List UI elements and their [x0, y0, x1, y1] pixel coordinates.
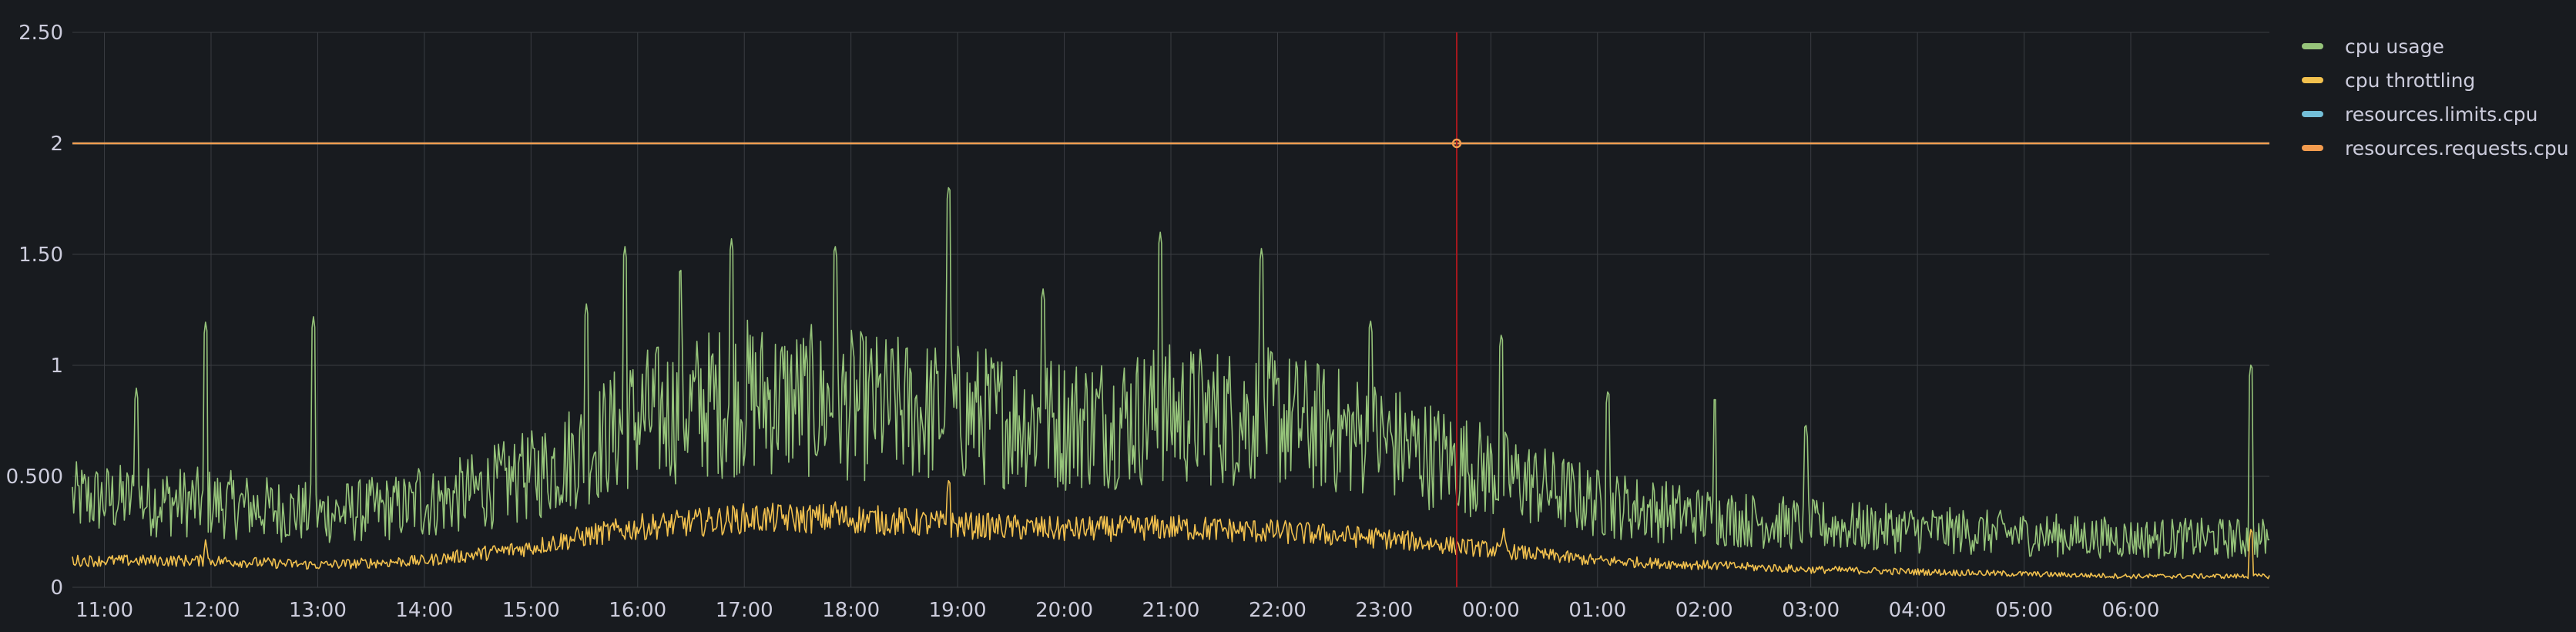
x-tick-label: 14:00: [395, 599, 453, 622]
x-tick-label: 19:00: [929, 599, 987, 622]
legend-item-cpu-usage[interactable]: cpu usage: [2302, 29, 2576, 63]
legend-label: cpu throttling: [2345, 69, 2476, 92]
legend-swatch-cpu-usage: [2302, 43, 2323, 49]
y-tick-label: 0: [50, 577, 63, 600]
y-tick-label: 2.50: [18, 22, 63, 45]
x-axis: 11:00 12:00 13:00 14:00 15:00 16:00 17:00 18:00…: [75, 599, 2159, 622]
series-layer: [72, 142, 2270, 580]
cursor-point: [1451, 138, 1462, 149]
x-tick-label: 01:00: [1568, 599, 1626, 622]
series-cpu-usage-line: [72, 187, 2270, 560]
x-tick-label: 03:00: [1782, 599, 1840, 622]
legend-swatch-resources-requests-cpu: [2302, 145, 2323, 151]
x-tick-label: 23:00: [1355, 599, 1413, 622]
y-tick-label: 1.50: [18, 244, 63, 267]
x-tick-label: 22:00: [1249, 599, 1306, 622]
x-tick-label: 21:00: [1142, 599, 1200, 622]
x-tick-label: 18:00: [822, 599, 880, 622]
x-tick-label: 05:00: [1995, 599, 2053, 622]
x-tick-label: 06:00: [2102, 599, 2160, 622]
x-tick-label: 12:00: [183, 599, 240, 622]
y-tick-label: 1: [50, 355, 63, 378]
grid: [72, 32, 2269, 588]
x-tick-label: 11:00: [75, 599, 133, 622]
legend-item-cpu-throttling[interactable]: cpu throttling: [2302, 63, 2576, 97]
x-tick-label: 17:00: [716, 599, 773, 622]
y-axis: 0 0.500 1 1.50 2 2.50: [6, 22, 63, 600]
x-tick-label: 16:00: [609, 599, 666, 622]
legend-item-resources-limits-cpu[interactable]: resources.limits.cpu: [2302, 97, 2576, 131]
y-tick-label: 2: [50, 133, 63, 156]
legend-label: cpu usage: [2345, 35, 2444, 58]
legend-swatch-cpu-throttling: [2302, 77, 2323, 83]
legend-label: resources.requests.cpu: [2345, 136, 2569, 160]
legend-label: resources.limits.cpu: [2345, 103, 2538, 126]
x-tick-label: 04:00: [1889, 599, 1947, 622]
legend: cpu usage cpu throttling resources.limit…: [2302, 29, 2576, 165]
x-tick-label: 02:00: [1675, 599, 1733, 622]
x-tick-label: 15:00: [502, 599, 560, 622]
legend-item-resources-requests-cpu[interactable]: resources.requests.cpu: [2302, 131, 2576, 165]
y-tick-label: 0.500: [6, 466, 63, 489]
x-tick-label: 20:00: [1035, 599, 1093, 622]
hover-cursor: [1451, 32, 1462, 587]
legend-swatch-resources-limits-cpu: [2302, 111, 2323, 117]
x-tick-label: 00:00: [1462, 599, 1520, 622]
x-tick-label: 13:00: [289, 599, 347, 622]
series-cpu-throttling-line: [72, 479, 2270, 580]
